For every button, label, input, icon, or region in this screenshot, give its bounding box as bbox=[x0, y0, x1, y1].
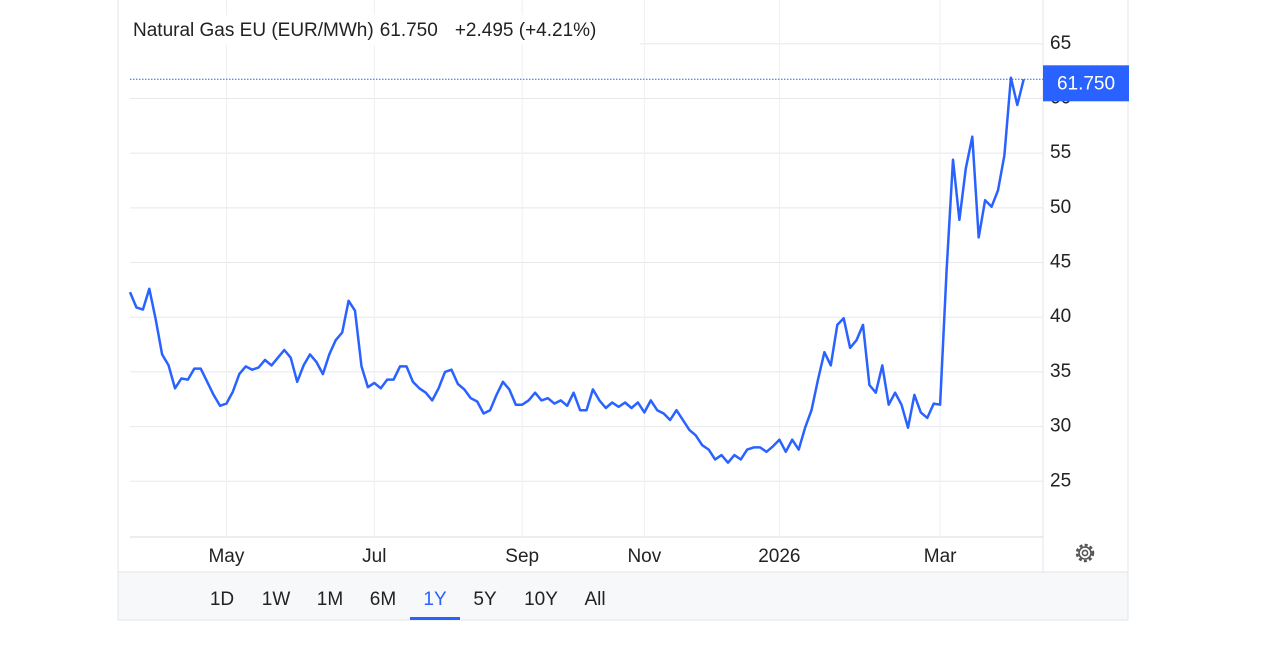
range-button[interactable]: 1M bbox=[317, 589, 343, 610]
y-tick-label: 55 bbox=[1050, 142, 1071, 163]
range-button[interactable]: 6M bbox=[370, 589, 396, 610]
grid bbox=[130, 0, 1043, 537]
header-bg bbox=[128, 15, 640, 45]
x-tick-label: Sep bbox=[505, 546, 539, 567]
chart-title: Natural Gas EU (EUR/MWh) bbox=[133, 20, 374, 41]
range-button[interactable]: 5Y bbox=[473, 589, 497, 610]
y-tick-label: 40 bbox=[1050, 306, 1071, 327]
y-tick-label: 35 bbox=[1050, 361, 1071, 382]
settings-icon[interactable] bbox=[1075, 543, 1095, 563]
y-tick-label: 65 bbox=[1050, 33, 1071, 54]
price-tag-label: 61.750 bbox=[1057, 73, 1115, 94]
x-tick-label: 2026 bbox=[758, 546, 800, 567]
y-tick-label: 50 bbox=[1050, 197, 1071, 218]
y-tick-label: 30 bbox=[1050, 416, 1071, 437]
header-price: 61.750 bbox=[380, 20, 438, 41]
price-tag bbox=[1043, 65, 1129, 102]
range-bar bbox=[117, 571, 1129, 621]
y-tick-label: 45 bbox=[1050, 252, 1071, 273]
plot bbox=[128, 76, 1043, 464]
header-change: +2.495 (+4.21%) bbox=[455, 20, 597, 41]
range-button[interactable]: 1D bbox=[210, 589, 234, 610]
y-tick-label: 25 bbox=[1050, 470, 1071, 491]
range-active-underline bbox=[410, 617, 460, 620]
x-tick-label: May bbox=[208, 546, 244, 567]
range-button[interactable]: 1W bbox=[262, 589, 291, 610]
x-tick-label: Mar bbox=[924, 546, 957, 567]
x-tick-label: Nov bbox=[627, 546, 661, 567]
range-button[interactable]: 10Y bbox=[524, 589, 558, 610]
x-tick-label: Jul bbox=[362, 546, 386, 567]
range-button[interactable]: 1Y bbox=[423, 589, 447, 610]
range-button[interactable]: All bbox=[584, 589, 605, 610]
price-line bbox=[128, 76, 1025, 464]
